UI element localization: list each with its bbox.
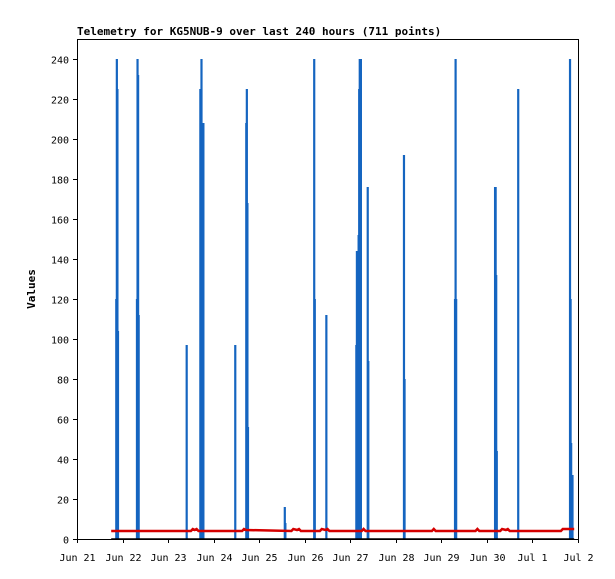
y-tick-label: 100 bbox=[51, 336, 69, 347]
y-axis-title: Values bbox=[25, 269, 38, 309]
y-tick-label: 240 bbox=[51, 56, 69, 67]
series-1 bbox=[111, 527, 575, 533]
y-tick-label: 200 bbox=[51, 136, 69, 147]
x-tick-label: Jun 30 bbox=[469, 553, 505, 564]
x-tick-label: Jun 23 bbox=[150, 553, 186, 564]
y-tick-label: 160 bbox=[51, 216, 69, 227]
y-tick-label: 60 bbox=[57, 416, 69, 427]
y-tick-label: 120 bbox=[51, 296, 69, 307]
chart-title: Telemetry for KG5NUB-9 over last 240 hou… bbox=[77, 25, 441, 38]
y-tick-label: 180 bbox=[51, 176, 69, 187]
baseline-line bbox=[111, 527, 575, 533]
chart-marks bbox=[111, 59, 575, 540]
series-0 bbox=[115, 59, 574, 539]
x-tick-label: Jun 22 bbox=[105, 553, 141, 564]
y-axis: 0 20 40 60 80 100 120 140 160 180 200 220 240 bbox=[51, 56, 77, 547]
y-tick-label: 140 bbox=[51, 256, 69, 267]
y-tick-label: 220 bbox=[51, 96, 69, 107]
x-tick-label: Jul 1 bbox=[517, 553, 547, 564]
x-tick-label: Jun 21 bbox=[59, 553, 95, 564]
plot-frame bbox=[77, 39, 579, 540]
x-tick-label: Jun 29 bbox=[423, 553, 459, 564]
x-tick-label: Jun 24 bbox=[196, 553, 232, 564]
x-tick-label: Jul 2 bbox=[563, 553, 593, 564]
x-tick-label: Jun 25 bbox=[241, 553, 277, 564]
y-tick-label: 40 bbox=[57, 456, 69, 467]
x-tick-label: Jun 27 bbox=[332, 553, 368, 564]
y-tick-label: 0 bbox=[63, 536, 69, 547]
x-tick-label: Jun 26 bbox=[287, 553, 323, 564]
x-axis: Jun 21 Jun 22 Jun 23 Jun 24 Jun 25 Jun 26 Jun … bbox=[59, 539, 594, 564]
y-tick-label: 20 bbox=[57, 496, 69, 507]
y-tick-label: 80 bbox=[57, 376, 69, 387]
x-tick-label: Jun 28 bbox=[378, 553, 414, 564]
